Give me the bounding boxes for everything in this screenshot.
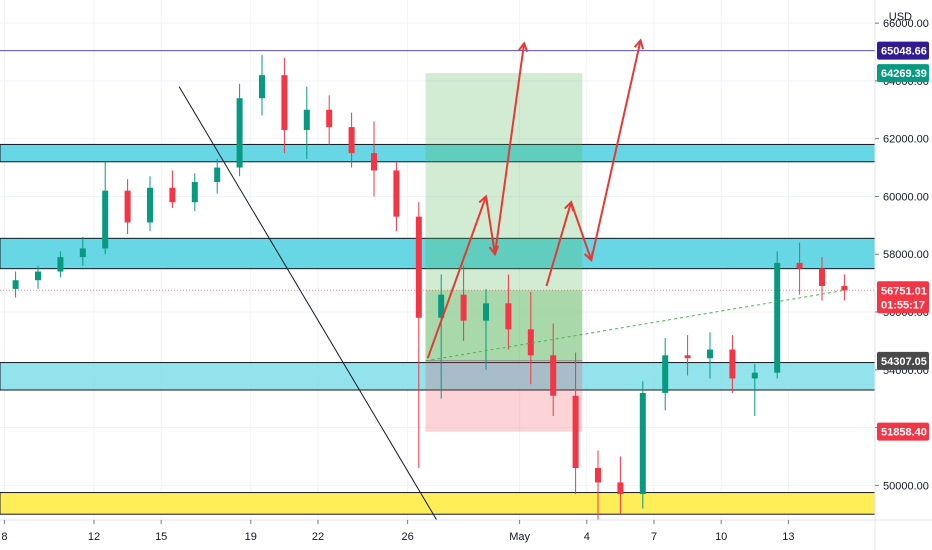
candle-body bbox=[371, 153, 377, 171]
projection-arrow-head bbox=[517, 41, 529, 53]
y-tick-label: 50000.00 bbox=[883, 480, 929, 492]
candle-body bbox=[102, 190, 109, 249]
candle-body bbox=[236, 98, 243, 168]
currency-label: USD bbox=[889, 11, 912, 23]
candle-body bbox=[438, 294, 445, 318]
price-label-box bbox=[877, 422, 929, 441]
trend-line bbox=[178, 86, 438, 521]
x-tick-label: 13 bbox=[782, 531, 794, 543]
x-tick-label: 22 bbox=[312, 531, 324, 543]
projection-line bbox=[425, 289, 845, 362]
price-label-box bbox=[877, 281, 929, 314]
candle-body bbox=[303, 109, 310, 130]
y-tick-label: 62000.00 bbox=[883, 134, 929, 146]
candle-body bbox=[550, 355, 557, 396]
x-tick-label: 4 bbox=[584, 531, 590, 543]
candle-body bbox=[415, 216, 422, 318]
support-zone bbox=[0, 492, 876, 515]
price-label-box bbox=[877, 41, 929, 60]
candle-body bbox=[483, 303, 489, 321]
candle-body bbox=[841, 286, 848, 291]
candle-body bbox=[57, 257, 64, 272]
stop-zone bbox=[425, 360, 583, 432]
candle-body bbox=[35, 271, 41, 281]
candle-body bbox=[460, 294, 467, 321]
y-tick-label: 58000.00 bbox=[883, 249, 929, 261]
candle-body bbox=[617, 482, 624, 494]
price-label-text: 64269.39 bbox=[881, 68, 927, 80]
x-tick-label: 10 bbox=[715, 531, 727, 543]
candle-body bbox=[572, 395, 579, 468]
candle-body bbox=[729, 349, 736, 379]
candle-body bbox=[796, 262, 803, 269]
candle-body bbox=[639, 392, 646, 494]
y-tick-label: 60000.00 bbox=[883, 191, 929, 203]
candle-body bbox=[259, 75, 265, 99]
price-label-countdown: 01:55:17 bbox=[881, 299, 925, 311]
price-label-box bbox=[877, 351, 929, 370]
candle-body bbox=[281, 75, 288, 130]
candle-body bbox=[124, 190, 131, 223]
candle-body bbox=[214, 167, 221, 182]
x-tick-label: 15 bbox=[155, 531, 167, 543]
candle-body bbox=[662, 355, 669, 393]
x-tick-label: 19 bbox=[245, 531, 257, 543]
x-tick-label: 7 bbox=[651, 531, 657, 543]
projection-arrow bbox=[590, 40, 642, 261]
price-label-text: 56751.01 bbox=[881, 285, 927, 297]
price-label-text: 51858.40 bbox=[881, 427, 927, 439]
candle-body bbox=[684, 355, 691, 359]
x-tick-label: May bbox=[509, 531, 530, 543]
price-label-text: 65048.66 bbox=[881, 46, 927, 58]
candle-body bbox=[774, 262, 781, 373]
candle-body bbox=[147, 187, 153, 223]
projection-arrow bbox=[485, 196, 496, 255]
candle-body bbox=[505, 303, 512, 330]
candle-body bbox=[819, 268, 825, 286]
projection-arrow bbox=[545, 201, 573, 287]
target-zone bbox=[425, 73, 583, 361]
price-label-box bbox=[877, 64, 929, 83]
projection-arrow bbox=[570, 201, 593, 261]
candle-body bbox=[393, 170, 400, 217]
candle-body bbox=[527, 329, 534, 356]
candle-body bbox=[191, 182, 198, 203]
x-tick-label: 12 bbox=[88, 531, 100, 543]
open-profit-zone bbox=[425, 290, 583, 361]
candle-body bbox=[751, 372, 758, 379]
x-tick-label: 26 bbox=[401, 531, 413, 543]
projection-arrow bbox=[493, 43, 526, 255]
x-tick-label: 8 bbox=[1, 531, 7, 543]
price-axis-panel bbox=[875, 0, 932, 550]
candle-body bbox=[348, 127, 355, 154]
support-zone bbox=[0, 362, 876, 391]
candle-body bbox=[326, 109, 333, 128]
candle-body bbox=[595, 468, 601, 483]
projection-arrow-head bbox=[633, 38, 645, 50]
candle-body bbox=[169, 187, 176, 203]
candle-body bbox=[707, 349, 713, 359]
projection-arrow bbox=[426, 196, 487, 359]
y-tick-label: 66000.00 bbox=[883, 18, 929, 30]
candle-body bbox=[12, 280, 19, 289]
price-label-text: 54307.05 bbox=[881, 356, 927, 368]
candle-body bbox=[79, 248, 86, 258]
